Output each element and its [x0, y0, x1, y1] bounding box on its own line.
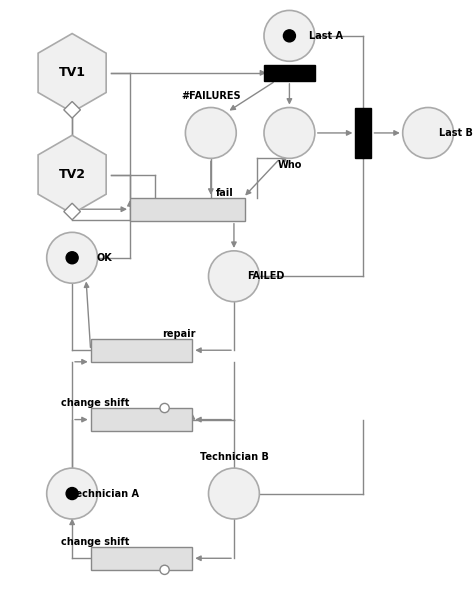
Circle shape [160, 565, 169, 575]
Circle shape [283, 30, 295, 42]
Text: Technician B: Technician B [200, 452, 268, 461]
Text: Last B: Last B [439, 128, 473, 138]
Circle shape [47, 468, 98, 519]
Text: Technician A: Technician A [70, 489, 139, 499]
Text: Who: Who [277, 161, 301, 170]
Text: OK: OK [97, 253, 112, 263]
Circle shape [66, 252, 78, 264]
Bar [264, 64, 315, 81]
Polygon shape [64, 203, 81, 220]
Polygon shape [38, 135, 106, 214]
Text: TV1: TV1 [59, 66, 86, 79]
Circle shape [264, 108, 315, 158]
Polygon shape [38, 33, 106, 112]
Bar [356, 108, 372, 158]
Bar [91, 547, 192, 570]
Bar [91, 339, 192, 362]
Text: fail: fail [216, 188, 234, 198]
Circle shape [209, 251, 259, 302]
Bar [130, 198, 246, 221]
Text: TV2: TV2 [59, 168, 86, 181]
Circle shape [403, 108, 454, 158]
Text: repair: repair [162, 329, 195, 339]
Text: FAILED: FAILED [247, 271, 285, 282]
Circle shape [185, 108, 236, 158]
Text: change shift: change shift [61, 398, 129, 409]
Polygon shape [64, 102, 81, 118]
Circle shape [47, 232, 98, 283]
Text: change shift: change shift [61, 537, 129, 547]
Circle shape [66, 488, 78, 500]
Circle shape [209, 468, 259, 519]
Text: #FAILURES: #FAILURES [181, 91, 241, 101]
Circle shape [160, 403, 169, 413]
Text: Last A: Last A [310, 31, 343, 41]
Circle shape [264, 10, 315, 61]
Bar [91, 408, 192, 431]
